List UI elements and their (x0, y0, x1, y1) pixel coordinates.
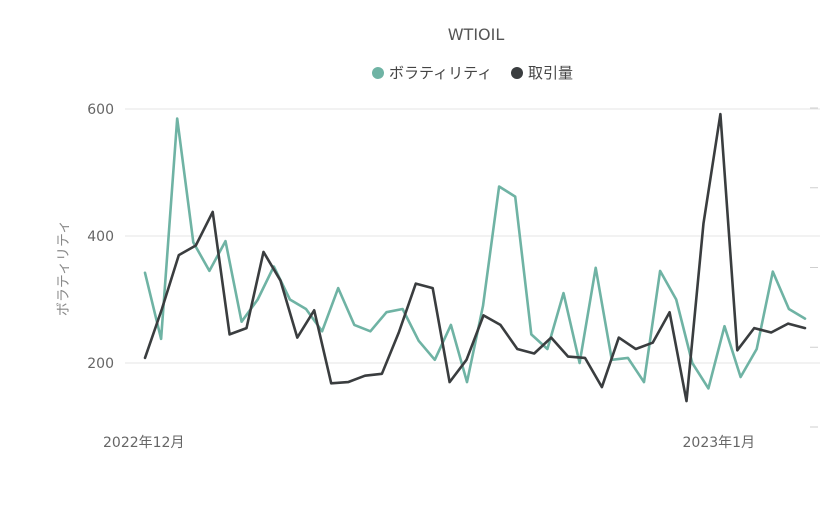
legend-label-volatility[interactable]: ボラティリティ (389, 64, 492, 82)
legend-label-volume[interactable]: 取引量 (528, 64, 573, 82)
y-axis-ticks: 200 400 600 (87, 102, 114, 372)
grid (125, 108, 820, 364)
legend-marker-volatility[interactable] (372, 67, 384, 79)
x-tick-label: 2023年1月 (683, 435, 756, 451)
legend-marker-volume[interactable] (511, 67, 523, 79)
x-tick-label: 2022年12月 (103, 435, 184, 451)
series-line-volatility[interactable] (143, 117, 807, 390)
legend: ボラティリティ 取引量 (372, 64, 573, 82)
x-axis-ticks: 2022年12月 2023年1月 (103, 435, 755, 451)
y-tick-label: 600 (87, 102, 114, 118)
plot-area (143, 112, 807, 403)
right-axis-ticks (810, 107, 818, 428)
series-line-volume[interactable] (143, 112, 807, 403)
chart-title: WTIOIL (448, 25, 505, 44)
y-axis-label: ボラティリティ (56, 220, 72, 316)
y-tick-label: 200 (87, 356, 114, 372)
y-tick-label: 400 (87, 229, 114, 245)
